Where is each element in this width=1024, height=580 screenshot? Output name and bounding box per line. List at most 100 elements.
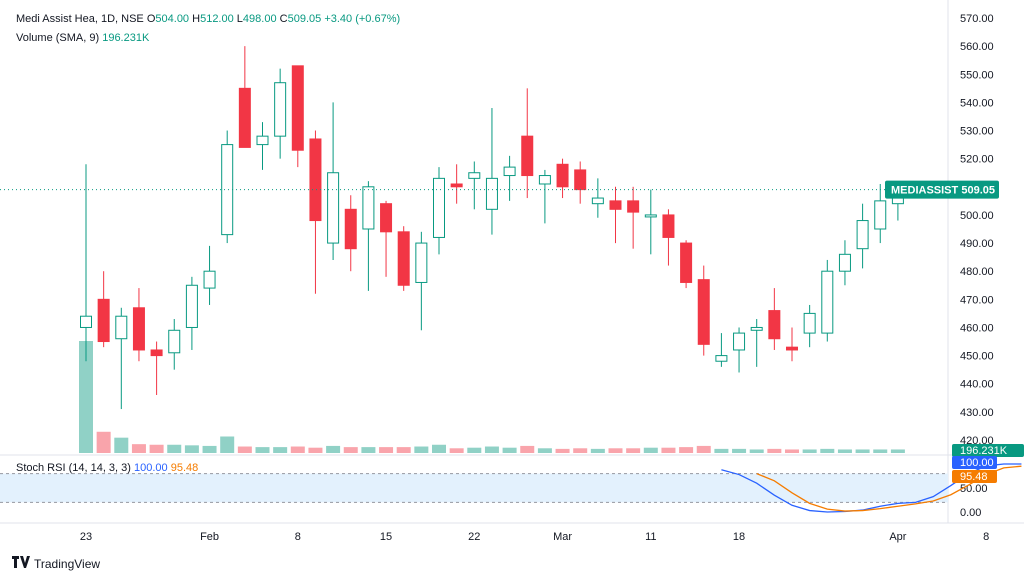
price-tick-label: 430.00 (960, 407, 994, 419)
close-label: C (279, 13, 288, 25)
volume-bar (785, 449, 799, 453)
price-tick-label: 470.00 (960, 294, 994, 306)
stoch-label: Stoch RSI (14, 14, 3, 3) (16, 462, 131, 474)
volume-bar (343, 447, 358, 453)
volume-bar (890, 449, 905, 453)
volume-bar (837, 449, 852, 453)
price-tag-label: 509.05 (961, 185, 995, 197)
candle-body (433, 177, 445, 238)
candle-body (574, 169, 587, 191)
volume-bar (96, 431, 111, 453)
volume-bar (308, 447, 323, 453)
stoch-k-tag (952, 456, 997, 469)
candle-body (609, 200, 622, 210)
candle-body (874, 200, 887, 230)
volume-bar (184, 445, 199, 453)
tradingview-logo[interactable]: TradingView (12, 556, 100, 571)
volume-bar (396, 447, 411, 453)
volume-bar (714, 448, 729, 453)
candle-body (468, 172, 481, 179)
candle-body (291, 65, 304, 151)
candle-body (97, 298, 110, 343)
candle-body (132, 307, 145, 351)
candle-body (115, 315, 128, 340)
price-tick-label: 440.00 (960, 379, 994, 391)
time-tick-label: 8 (983, 531, 989, 543)
volume-bar (590, 448, 605, 453)
close-value: 509.05 (287, 13, 322, 25)
price-axis[interactable]: 570.00560.00550.00540.00530.00520.00510.… (0, 0, 1024, 524)
time-tick-label: 18 (733, 531, 745, 543)
candle-body (644, 214, 657, 218)
volume-tag-label: 196.231K (960, 445, 1008, 457)
volume-bar (873, 449, 888, 453)
candle-body (221, 144, 234, 236)
candle-body (150, 349, 163, 357)
symbol-legend[interactable]: Medi Assist Hea, 1D, NSE O504.00 H512.00… (16, 12, 400, 26)
volume-bar (608, 448, 623, 453)
volume-bar (749, 449, 764, 453)
stoch-d-tag (952, 470, 997, 483)
price-tick-label: 480.00 (960, 266, 994, 278)
candle-body (591, 197, 604, 205)
volume-legend[interactable]: Volume (SMA, 9) 196.231K (16, 31, 149, 45)
time-tick-label: Feb (200, 531, 219, 543)
volume-value: 196.231K (102, 32, 150, 44)
open-value: 504.00 (155, 13, 190, 25)
volume-bar (131, 444, 146, 453)
stoch-d-tag-label: 95.48 (960, 471, 988, 483)
price-tick-label: 560.00 (960, 41, 994, 53)
price-tick-label: 500.00 (960, 210, 994, 222)
candle-body (750, 326, 763, 331)
volume-bar (79, 341, 93, 453)
volume-bar (696, 445, 711, 453)
time-axis[interactable]: 23 Feb 8 15 22 Mar 11 18 Apr 8 (80, 531, 989, 543)
candle-body (803, 312, 816, 334)
candle-body (733, 332, 746, 351)
candle-body (503, 166, 516, 177)
stoch-rsi-pane: 100.00 50.00 0.00 (0, 459, 1022, 519)
volume-bar (502, 447, 517, 453)
stoch-tick-label: 50.00 (960, 483, 988, 495)
stoch-k-tag-label: 100.00 (960, 457, 994, 469)
candle-body (274, 82, 287, 137)
time-tick-label: Apr (889, 531, 906, 543)
stoch-legend[interactable]: Stoch RSI (14, 14, 3, 3) 100.00 95.48 (16, 461, 198, 475)
volume-bar (537, 448, 552, 453)
volume-bar (679, 447, 694, 453)
candle-body (697, 279, 710, 345)
candle-body (521, 135, 534, 177)
volume-bar (555, 448, 570, 453)
tv-logo-icon (12, 556, 30, 571)
volume-bar (361, 447, 376, 453)
time-tick-label: Mar (553, 531, 572, 543)
volume-bar (626, 448, 641, 453)
volume-bar (520, 445, 535, 453)
volume-bar (855, 449, 870, 453)
candle-body (485, 177, 498, 210)
candle-body (662, 214, 675, 238)
candle-body (344, 208, 357, 250)
volume-bar (767, 448, 782, 453)
candle-body (450, 183, 463, 188)
volume-bar (467, 447, 482, 453)
candle-body (327, 172, 340, 244)
symbol-title[interactable]: Medi Assist Hea, 1D, NSE (16, 13, 144, 25)
volume-bar (273, 447, 288, 453)
volume-bar (290, 446, 305, 453)
price-tick-label: 450.00 (960, 351, 994, 363)
volume-bar (167, 444, 182, 453)
volume-bar (202, 445, 217, 453)
candle-body (362, 186, 375, 230)
volume-bar (432, 444, 446, 453)
volume-bar (220, 436, 235, 453)
volume-bar (449, 448, 464, 453)
volume-bar (326, 445, 341, 453)
volume-bars (79, 341, 905, 453)
volume-bar (573, 448, 588, 453)
price-tick-label: 530.00 (960, 126, 994, 138)
candle-body (856, 220, 869, 250)
candle-body (680, 242, 693, 283)
low-label: L (236, 13, 243, 25)
